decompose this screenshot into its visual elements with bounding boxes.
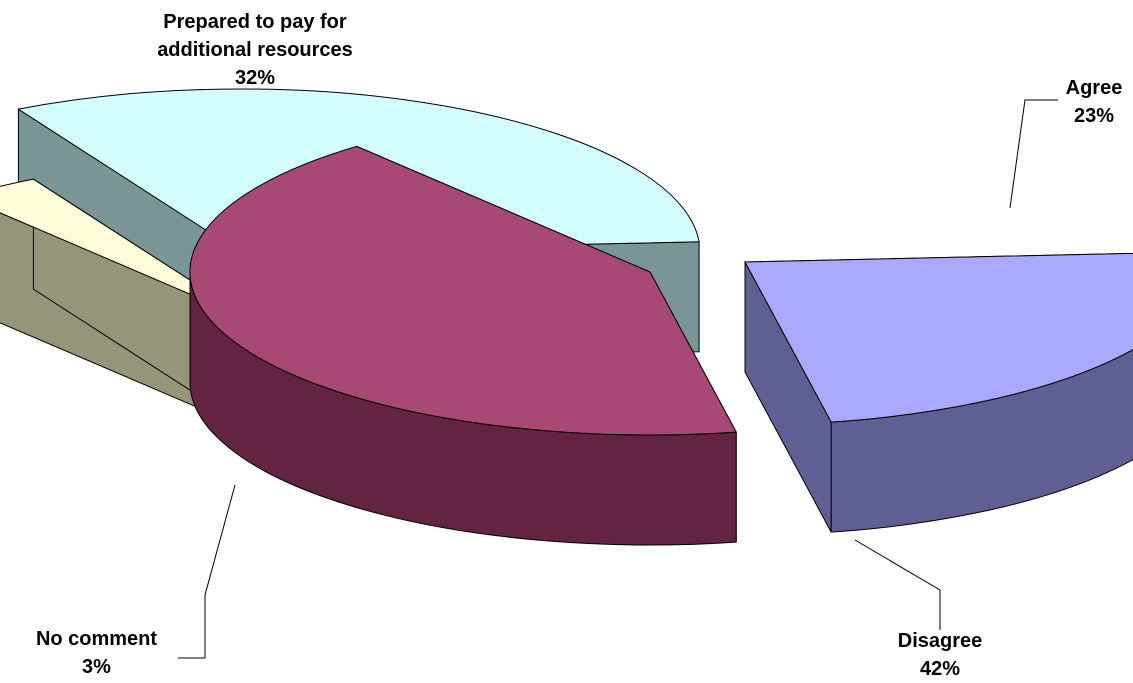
slice-label-prepared-line2: additional resources: [157, 39, 353, 61]
slice-value-no-comment: 3%: [82, 656, 111, 678]
slice-value-agree: 23%: [1073, 105, 1115, 127]
slice-value-prepared: 32%: [234, 67, 276, 89]
slice-disagree: [189, 145, 738, 546]
slice-label-prepared-line1: Prepared to pay for: [163, 11, 347, 33]
slice-top-agree: [744, 252, 1133, 423]
slice-label-agree: Agree 23%: [1058, 74, 1130, 130]
slice-value-disagree: 42%: [919, 658, 961, 680]
leader-line-disagree: [854, 539, 941, 630]
slice-top-disagree: [189, 145, 738, 436]
leader-line-no-comment: [178, 484, 236, 659]
slice-name-no-comment: No comment: [35, 628, 158, 650]
slice-label-no-comment: No comment 3%: [14, 625, 179, 681]
pie-slices: [0, 88, 1133, 546]
slice-agree: [744, 252, 1133, 533]
leader-line-agree: [1009, 99, 1058, 209]
slice-label-disagree: Disagree 42%: [880, 627, 1000, 683]
slice-name-agree: Agree: [1065, 77, 1123, 99]
slice-side-agree-0: [830, 348, 1133, 533]
slice-label-prepared: Prepared to pay for additional resources…: [120, 8, 390, 92]
slice-name-disagree: Disagree: [897, 630, 983, 652]
